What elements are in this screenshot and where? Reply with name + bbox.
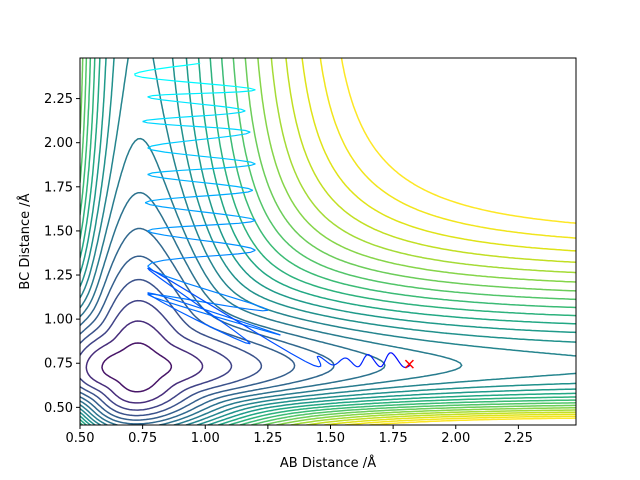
plot-area xyxy=(80,58,576,425)
y-tick-label: 0.50 xyxy=(44,401,73,416)
plot-frame xyxy=(79,57,577,426)
trajectory-segment xyxy=(147,96,246,112)
x-tick-label: 2.00 xyxy=(441,431,470,446)
y-axis: 0.50 0.75 1.00 1.25 1.50 1.75 2.00 2.25 xyxy=(44,92,80,416)
y-tick-label: 1.25 xyxy=(44,269,73,284)
x-tick-label: 1.50 xyxy=(316,431,345,446)
x-tick-label: 1.00 xyxy=(191,431,220,446)
y-tick-label: 2.25 xyxy=(44,92,73,107)
trajectory-segment xyxy=(147,219,256,232)
trajectory-segment xyxy=(147,292,281,336)
x-tick-label: 2.25 xyxy=(504,431,533,446)
x-tick-label: 0.50 xyxy=(66,431,95,446)
trajectory-segment xyxy=(305,355,322,368)
trajectory-segment xyxy=(147,249,256,267)
end-marker xyxy=(404,359,414,369)
trajectory-segment xyxy=(147,173,254,191)
trajectory-segment xyxy=(332,357,346,366)
trajectory-segment xyxy=(345,357,359,368)
trajectory-path xyxy=(134,62,411,369)
trajectory-segment xyxy=(144,189,254,204)
trajectory-segment xyxy=(134,75,256,91)
y-tick-label: 1.00 xyxy=(44,313,73,328)
trajectory-segment xyxy=(144,202,256,221)
trajectory-segment xyxy=(147,230,256,251)
trajectory-segment xyxy=(142,110,246,123)
contour-level-4 xyxy=(85,320,204,404)
contour-level-6 xyxy=(80,278,263,417)
trajectory-segment xyxy=(147,292,251,345)
trajectory-segment xyxy=(147,163,256,176)
trajectory-segment xyxy=(367,353,381,368)
y-tick-label: 2.00 xyxy=(44,136,73,151)
marker-stroke xyxy=(404,359,414,369)
x-axis-title: AB Distance /Å xyxy=(280,455,376,471)
trajectory-segment xyxy=(147,147,256,165)
x-axis: 0.50 0.75 1.00 1.25 1.50 1.75 2.00 2.25 xyxy=(66,425,533,446)
contour-level-3 xyxy=(101,342,173,393)
contour-level-7 xyxy=(80,255,296,421)
contour-level-12 xyxy=(80,58,576,425)
trajectory-segment xyxy=(390,352,404,368)
trajectory-segment xyxy=(147,89,256,98)
trajectory-segment xyxy=(357,353,369,368)
y-tick-label: 1.50 xyxy=(44,224,73,239)
contour-level-5 xyxy=(80,299,233,411)
y-axis-title: BC Distance /Å xyxy=(17,193,33,289)
trajectory-segment xyxy=(134,62,201,76)
trajectory-segment xyxy=(142,120,251,133)
trajectory-segment xyxy=(147,131,251,149)
x-tick-label: 1.75 xyxy=(379,431,408,446)
trajectory-segment xyxy=(147,267,251,345)
contour-level-13 xyxy=(80,58,576,425)
y-tick-label: 0.75 xyxy=(44,357,73,372)
trajectory-segment xyxy=(147,267,306,363)
contour-level-14 xyxy=(80,58,576,425)
contour-level-9 xyxy=(80,191,386,425)
x-tick-label: 1.25 xyxy=(253,431,282,446)
y-tick-label: 1.75 xyxy=(44,180,73,195)
x-tick-label: 0.75 xyxy=(128,431,157,446)
trajectory-segment xyxy=(317,355,334,366)
contour-level-15 xyxy=(80,58,576,425)
trajectory-segment xyxy=(380,352,391,368)
contour-level-8 xyxy=(80,227,335,425)
